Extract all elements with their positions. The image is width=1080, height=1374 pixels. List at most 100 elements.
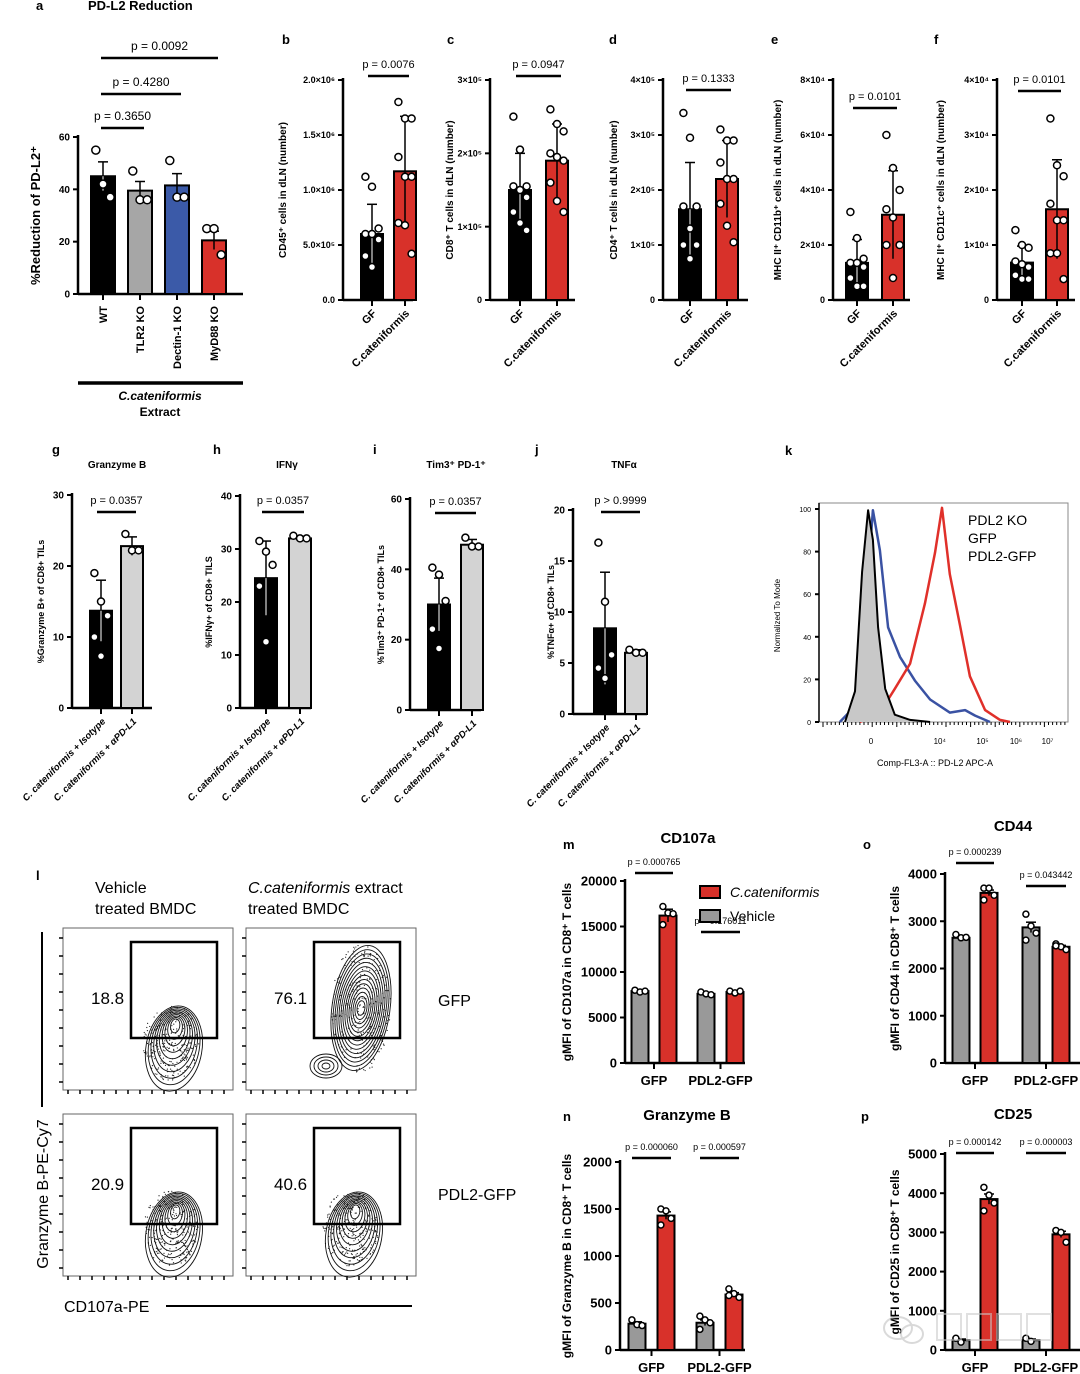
event-dot [163,1257,166,1259]
event-dot [169,1039,171,1041]
event-dot [159,1237,161,1240]
event-dot [171,1074,174,1076]
data-point [1052,161,1062,170]
data-point [1011,225,1020,235]
event-dot [185,1044,188,1047]
data-point [638,648,647,658]
event-dot [177,1073,179,1075]
event-dot [370,953,372,955]
contour-line [147,1006,201,1086]
data-point [474,542,483,551]
event-dot [167,1079,169,1081]
event-dot [338,1233,341,1235]
event-dot [182,1024,184,1026]
event-dot [349,1227,351,1229]
event-dot [363,954,365,956]
y-tick-label: 2×10⁴ [964,185,989,195]
data-point [394,152,403,162]
panel-letter: a [36,0,44,13]
event-dot [186,1056,188,1058]
event-dot [175,1021,177,1023]
event-dot [380,1048,382,1050]
data-point [261,637,271,646]
y-tick-label: 20 [554,506,566,517]
y-tick-label: 0 [807,720,811,727]
event-dot [347,1252,349,1255]
panel-e: e 0 2×10⁴ 4×10⁴ 6×10⁴ 8×10⁴ MHC II⁺ CD11b⁺ cel… [771,32,910,370]
event-dot [156,1040,159,1042]
watermark-logo [883,1313,1052,1344]
event-dot [386,1029,388,1032]
event-dot [360,1033,363,1036]
event-dot [145,1053,147,1055]
event-dot [333,1244,335,1246]
event-dot [358,998,361,1000]
panel-letter: c [447,32,454,47]
event-dot [160,1218,162,1220]
event-dot [162,1259,164,1261]
panel-k: k 0 20 40 60 80 100 0 10⁴ 10⁵ 10⁶ 10⁷ Normalized To … [773,443,1069,768]
y-tick-label: 4000 [908,867,937,882]
y-tick-label: 0 [930,1056,937,1071]
event-dot [176,1047,178,1049]
event-dot [351,1235,353,1237]
histogram-fill-pdl2-ko [845,510,931,722]
y-tick-label: 20 [391,635,403,646]
legend-label: PDL2 KO [968,512,1027,528]
event-dot [373,1044,375,1046]
event-dot [360,1057,362,1059]
event-dot [193,1234,196,1236]
x-tick-label: MyD88 KO [209,306,221,361]
event-dot [162,1033,165,1036]
event-dot [183,1059,186,1062]
event-dot [370,1034,373,1036]
y-tick-label: 0 [64,290,70,301]
event-dot [369,977,371,979]
event-dot [339,999,341,1001]
event-dot [185,1260,187,1262]
event-dot [342,958,344,960]
panel-letter: p [861,1109,869,1124]
event-dot [171,1041,173,1044]
data-point [888,163,898,173]
event-dot [348,994,350,996]
event-dot [162,1049,165,1051]
event-dot [344,1252,347,1254]
y-tick-label: 3×10⁵ [458,75,483,85]
event-dot [341,958,343,961]
data-point [679,108,688,118]
y-tick-label: 20 [59,237,71,248]
event-dot [330,1201,332,1203]
event-dot [170,1252,173,1255]
event-dot [186,1057,189,1059]
y-axis-label: %IFNγ+ of CD8+ TILS [204,556,214,648]
data-point [980,1207,988,1215]
data-point [255,536,264,546]
data-point [268,560,277,570]
event-dot [164,1064,167,1066]
y-tick-label: 2000 [583,1155,612,1170]
event-dot [195,1221,198,1223]
data-point [725,1285,733,1293]
y-tick-label: 15 [554,557,566,568]
data-point [1059,172,1068,181]
event-dot [363,956,365,958]
data-point [990,891,998,900]
event-dot [195,1045,197,1048]
event-dot [190,1225,192,1227]
bar [1051,945,1071,1065]
event-dot [375,1240,377,1243]
event-dot [144,1216,147,1218]
event-dot [352,1219,354,1222]
event-dot [360,1243,362,1245]
y-tick-label: 0 [820,295,825,305]
data-point [441,596,450,606]
event-dot [160,1248,162,1250]
event-dot [172,1213,174,1216]
event-dot [154,1058,156,1060]
gate-percentage: 20.9 [91,1175,124,1194]
event-dot [350,1253,353,1255]
event-dot [369,978,371,981]
event-dot [181,1227,183,1229]
y-axis-label: gMFI of CD25 in CD8⁺ T cells [888,1169,902,1334]
